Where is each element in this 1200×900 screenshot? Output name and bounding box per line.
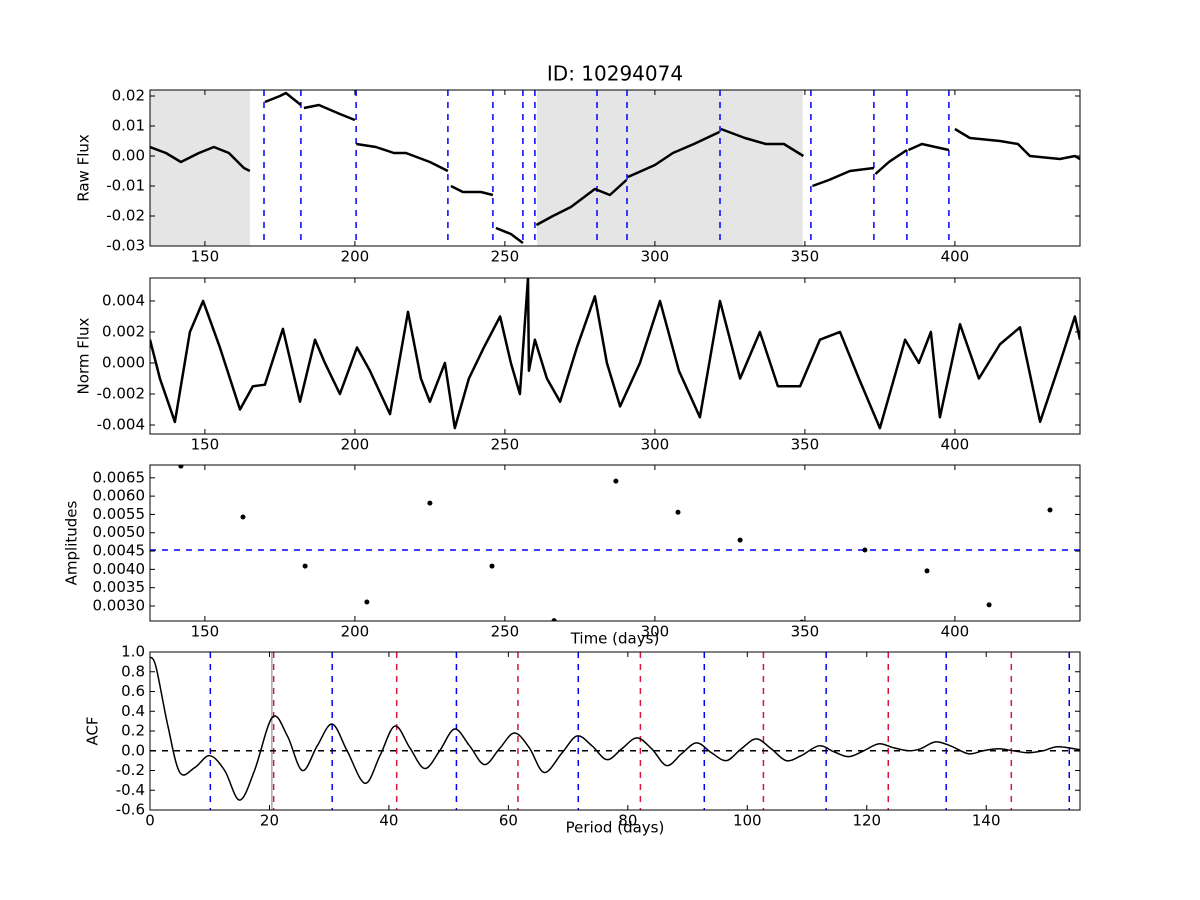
y-tick-label: 0.4 [121, 702, 145, 720]
y-tick-label: 0.0060 [93, 487, 146, 505]
x-tick-label: 20 [260, 812, 279, 830]
y-tick-label: 0.8 [121, 662, 145, 680]
x-tick-label: 200 [341, 623, 370, 641]
point [240, 514, 246, 520]
y-tick-label: 0.0040 [93, 560, 146, 578]
point [302, 563, 308, 569]
point [551, 618, 557, 621]
x-tick-label: 400 [941, 436, 970, 454]
shaded-span [537, 90, 803, 246]
y-tick-label: -0.4 [116, 781, 145, 799]
point [364, 599, 370, 605]
y-tick-label: -0.03 [106, 237, 145, 255]
x-tick-label: 120 [852, 812, 881, 830]
x-tick-label: 400 [941, 623, 970, 641]
axes-frame [149, 277, 1081, 435]
y-tick-label: 0.002 [102, 322, 145, 340]
y-tick-label: 0.2 [121, 722, 145, 740]
plot-area [150, 278, 1080, 430]
x-axis-label: Period (days) [566, 819, 665, 837]
plot-area [150, 465, 1080, 621]
y-tick-label: -0.002 [97, 384, 145, 402]
shaded-span [150, 90, 250, 246]
point [1047, 507, 1053, 513]
x-tick-label: 80 [618, 812, 637, 830]
y-tick-label: 0.0045 [93, 542, 146, 560]
data-line [150, 91, 1080, 244]
x-tick-label: 200 [341, 436, 370, 454]
x-tick-label: 300 [641, 248, 670, 266]
point [178, 465, 184, 469]
y-axis-label: Raw Flux [75, 134, 93, 202]
data-line [150, 656, 1080, 801]
y-axis-label: Norm Flux [75, 317, 93, 394]
point [737, 537, 743, 543]
x-tick-label: 60 [499, 812, 518, 830]
y-tick-label: 0.02 [112, 87, 145, 105]
y-tick-label: 0.004 [102, 291, 145, 309]
x-axis-label: Time (days) [570, 630, 660, 648]
x-tick-label: 100 [733, 812, 762, 830]
data-line [150, 278, 1080, 430]
x-tick-label: 300 [641, 623, 670, 641]
y-tick-label: 0.0030 [93, 596, 146, 614]
x-tick-label: 150 [191, 623, 220, 641]
y-tick-label: 0.000 [102, 353, 145, 371]
point [427, 500, 433, 506]
y-tick-label: 0.01 [112, 117, 145, 135]
x-tick-label: 40 [379, 812, 398, 830]
y-axis-label: ACF [84, 716, 102, 745]
x-tick-label: 350 [791, 436, 820, 454]
y-tick-label: -0.02 [106, 207, 145, 225]
y-tick-label: 0.0050 [93, 523, 146, 541]
x-tick-label: 300 [641, 436, 670, 454]
x-tick-label: 140 [972, 812, 1001, 830]
y-tick-label: 0.0065 [93, 468, 146, 486]
plot-area [150, 652, 1080, 810]
x-tick-label: 250 [491, 623, 520, 641]
y-tick-label: -0.01 [106, 177, 145, 195]
point [862, 547, 868, 553]
y-tick-label: 0.6 [121, 682, 145, 700]
point [986, 602, 992, 608]
x-tick-label: 200 [341, 248, 370, 266]
x-tick-label: 400 [941, 248, 970, 266]
y-tick-label: 0.0055 [93, 505, 146, 523]
y-tick-label: 1.0 [121, 643, 145, 661]
x-tick-label: 250 [491, 248, 520, 266]
point [613, 478, 619, 484]
point [675, 509, 681, 515]
point [489, 563, 495, 569]
y-tick-label: -0.004 [97, 416, 145, 434]
y-tick-label: 0.0035 [93, 578, 146, 596]
axes-frame [149, 464, 1081, 622]
y-tick-label: -0.2 [116, 761, 145, 779]
x-tick-label: 0 [145, 812, 155, 830]
x-tick-label: 350 [791, 248, 820, 266]
chart-title: ID: 10294074 [547, 62, 683, 86]
y-tick-label: 0.00 [112, 147, 145, 165]
x-tick-label: 150 [191, 436, 220, 454]
x-tick-label: 350 [791, 623, 820, 641]
axes-frame [149, 89, 1081, 247]
point [924, 568, 930, 574]
x-tick-label: 150 [191, 248, 220, 266]
y-axis-label: Amplitudes [63, 500, 81, 585]
y-tick-label: -0.6 [116, 801, 145, 819]
y-tick-label: 0.0 [121, 741, 145, 759]
x-tick-label: 250 [491, 436, 520, 454]
plot-area [150, 90, 1080, 246]
